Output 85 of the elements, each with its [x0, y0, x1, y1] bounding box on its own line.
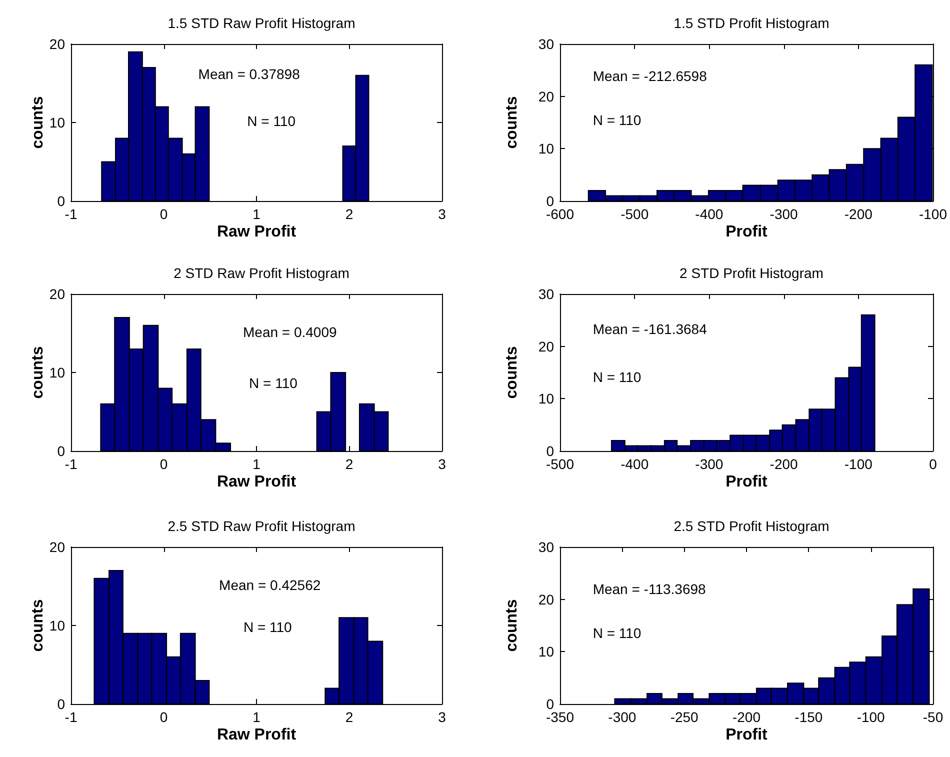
y-tick-label: 20	[49, 36, 66, 52]
y-tick-label: 10	[538, 140, 554, 157]
x-tick-label: -1	[64, 709, 78, 725]
y-tick-label: 10	[49, 364, 66, 380]
annotation: Mean = 0.4009	[242, 324, 337, 340]
annotation: Mean = 0.42562	[219, 577, 321, 593]
x-tick-label: -350	[546, 709, 574, 725]
annotation: Mean = -212.6598	[592, 68, 708, 84]
x-tick-label: 1	[252, 709, 261, 725]
chart-title: 1.5 STD Profit Histogram	[674, 15, 830, 31]
x-axis-title: Profit	[726, 726, 768, 744]
x-axis-title: Raw Profit	[216, 474, 297, 490]
chart-title: 1.5 STD Raw Profit Histogram	[168, 15, 356, 31]
y-tick-label: 0	[57, 193, 66, 209]
x-tick-label: -100	[918, 206, 948, 222]
y-tick-label: 20	[49, 286, 66, 302]
x-tick-label: -200	[770, 456, 798, 472]
annotation: N = 110	[243, 619, 292, 635]
x-tick-label: -100	[844, 456, 873, 472]
y-tick-label: 10	[49, 114, 66, 130]
y-axis-title: counts	[504, 96, 520, 149]
y-tick-label: 0	[546, 193, 554, 209]
chart-title: 2 STD Raw Profit Histogram	[174, 265, 350, 281]
x-tick-label: -150	[794, 709, 823, 725]
y-axis-title: counts	[504, 346, 520, 399]
chart-title: 2.5 STD Profit Histogram	[674, 518, 830, 534]
y-tick-label: 20	[538, 88, 554, 104]
x-tick-label: -100	[856, 709, 886, 725]
x-tick-label: 3	[438, 206, 446, 222]
x-tick-label: 2	[345, 709, 354, 725]
annotation: Mean = -161.3684	[592, 321, 708, 337]
x-tick-label: -300	[608, 709, 636, 725]
x-tick-label: -1	[64, 456, 78, 472]
y-tick-label: 10	[49, 618, 66, 634]
x-tick-label: -500	[620, 206, 649, 222]
y-axis-title: counts	[30, 96, 46, 149]
y-tick-label: 0	[546, 443, 554, 459]
x-tick-label: 0	[929, 456, 938, 472]
annotation: N = 110	[249, 375, 298, 391]
y-tick-label: 0	[57, 443, 66, 459]
y-tick-label: 30	[538, 286, 554, 302]
annotation: Mean = 0.37898	[198, 66, 300, 82]
x-axis-title: Profit	[726, 474, 768, 490]
x-tick-label: -300	[695, 456, 724, 472]
x-tick-label: 2	[345, 206, 354, 222]
x-axis-title: Raw Profit	[216, 224, 297, 240]
chart-title: 2 STD Profit Histogram	[680, 265, 824, 281]
y-tick-label: 30	[538, 539, 554, 555]
y-tick-label: 0	[546, 696, 554, 712]
annotation: Mean = -113.3698	[592, 581, 706, 597]
x-tick-label: -50	[922, 709, 944, 725]
y-tick-label: 10	[538, 390, 554, 407]
y-axis-title: counts	[504, 599, 520, 652]
x-tick-label: 2	[345, 456, 354, 472]
x-tick-label: -200	[844, 206, 873, 222]
y-tick-label: 0	[57, 696, 66, 712]
x-tick-label: 3	[438, 456, 446, 472]
y-tick-label: 20	[538, 591, 554, 608]
x-tick-label: -300	[770, 206, 798, 222]
x-axis-title: Profit	[726, 224, 768, 240]
y-axis-title: counts	[30, 599, 46, 652]
annotation: N = 110	[592, 625, 642, 641]
y-tick-label: 20	[538, 338, 554, 354]
y-tick-label: 20	[49, 539, 66, 555]
x-tick-label: 1	[252, 456, 261, 472]
x-tick-label: -1	[64, 206, 78, 222]
x-tick-label: -600	[546, 206, 574, 222]
x-tick-label: 0	[160, 709, 168, 725]
x-tick-label: -400	[695, 206, 724, 222]
chart-title: 2.5 STD Raw Profit Histogram	[168, 518, 356, 534]
x-tick-label: 0	[160, 456, 168, 472]
x-tick-label: -200	[732, 709, 761, 725]
x-tick-label: -500	[546, 456, 574, 472]
annotation: N = 110	[592, 112, 642, 128]
x-tick-label: 3	[438, 709, 446, 725]
annotation: N = 110	[247, 113, 296, 129]
y-axis-title: counts	[30, 346, 46, 399]
annotation: N = 110	[592, 369, 642, 385]
x-axis-title: Raw Profit	[216, 726, 297, 744]
x-tick-label: -250	[670, 709, 699, 725]
x-tick-label: -400	[620, 456, 649, 472]
x-tick-label: 1	[252, 206, 261, 222]
x-tick-label: 0	[160, 206, 168, 222]
y-tick-label: 30	[538, 36, 554, 52]
y-tick-label: 10	[538, 644, 554, 660]
